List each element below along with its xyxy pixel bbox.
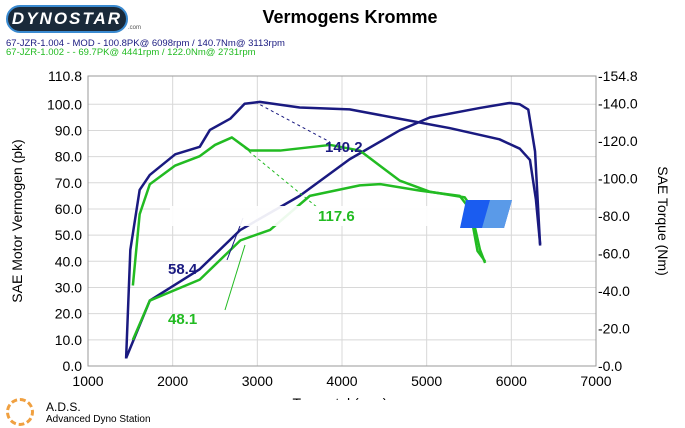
x-tick-label: 6000 [496,373,527,389]
y-tick-label: 30.0 [55,279,82,295]
badge-shape-light [482,200,512,228]
peak-annotation: 140.2 [325,139,363,156]
logo-suffix: .com [128,25,142,31]
footer-subtitle: Advanced Dyno Station [46,414,151,425]
footer-title: A.D.S. [46,400,81,414]
series-line-2 [124,100,542,359]
y-tick-label: 60.0 [55,201,82,217]
y2-tick-label: -40.0 [598,283,630,299]
overlay-band [170,206,465,226]
ads-logo-icon [6,398,34,426]
y-tick-label: 0.0 [63,358,83,374]
legend-entry-1: 67-JZR-1.004 - MOD - 100.8PK@ 6098rpm / … [6,38,285,49]
plot-frame [87,75,597,367]
y2-axis-label: SAE Torque (Nm) [655,166,671,275]
y2-tick-label: -80.0 [598,208,630,224]
x-tick-label: 4000 [326,373,357,389]
y-tick-label: 20.0 [55,306,82,322]
y2-tick-label: -60.0 [598,246,630,262]
y-tick-label: 40.0 [55,253,82,269]
peak-annotation: 48.1 [168,311,197,328]
y-tick-label: 100.0 [47,96,82,112]
y2-tick-label: -100.0 [598,171,638,187]
x-axis-label: Toerental (rpm) [293,395,388,400]
x-tick-label: 7000 [580,373,611,389]
y2-tick-label: -20.0 [598,321,630,337]
series-line-1 [124,101,542,359]
dyno-chart: 1000 2000 3000 4000 5000 6000 7000 0.0 10.0 20.0 3… [9,68,671,400]
chart-title: Vermogens Kromme [262,7,438,27]
y-tick-label: 50.0 [55,227,82,243]
y2-tick-label: -140.0 [598,96,638,112]
y-axis-label: SAE Motor Vermogen (pk) [9,139,25,302]
y2-tick-label: -154.8 [598,68,638,84]
leader-140 [254,101,331,143]
x-tick-label: 1000 [72,373,103,389]
peak-annotation: 58.4 [168,261,198,278]
x-tick-label: 5000 [411,373,442,389]
y-tick-label: 90.0 [55,122,82,138]
series-line-4 [131,136,487,286]
y-tick-label: 70.0 [55,175,82,191]
x-tick-label: 3000 [242,373,273,389]
x-tick-label: 2000 [157,373,188,389]
y-tick-label: 10.0 [55,332,82,348]
dynostar-logo: DYNOSTAR [6,5,128,33]
peak-annotation: 117.6 [318,208,355,225]
y-tick-label: 110.8 [48,68,82,84]
legend-entry-2: 67-JZR-1.002 - - 69.7PK@ 4441rpm / 122.0… [6,47,256,58]
leader-48 [224,244,246,311]
y2-tick-label: -120.0 [598,133,638,149]
y2-tick-label: -0.0 [598,358,622,374]
y-tick-label: 80.0 [55,149,82,165]
